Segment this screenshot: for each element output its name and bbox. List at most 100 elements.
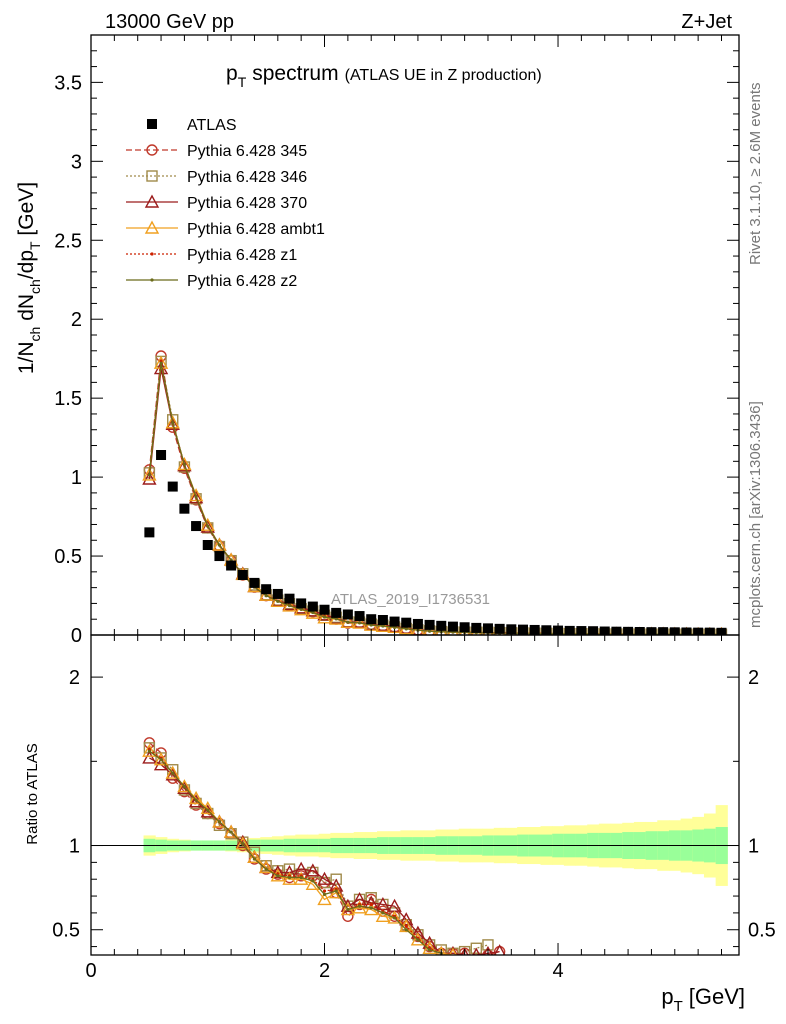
series-point-ratio [470, 942, 482, 954]
series-point-main [159, 361, 163, 365]
atlas-data-point [611, 626, 622, 635]
atlas-data-point [191, 521, 202, 532]
atlas-data-point [447, 621, 458, 632]
atlas-data-point [377, 615, 388, 625]
series-point-main [206, 524, 210, 528]
series-point-main [194, 495, 198, 499]
series-point-ratio [404, 924, 408, 928]
legend-marker [150, 278, 154, 282]
series-point-main [142, 467, 157, 481]
atlas-data-point [319, 604, 330, 615]
ratio-plot-frame [90, 634, 740, 956]
legend-marker [146, 144, 158, 156]
legend-marker [144, 220, 160, 234]
header-right: Z+Jet [681, 11, 732, 33]
ratio-y-tick-label: 0.5 [52, 920, 80, 942]
ratio-y-tick-label: 2 [69, 667, 80, 689]
series-point-main [334, 617, 338, 621]
atlas-data-point [518, 624, 528, 635]
series-point-ratio [182, 784, 187, 789]
series-point-ratio [159, 758, 163, 762]
legend-label-atlas: ATLAS [187, 117, 237, 134]
legend: ATLAS Pythia 6.428 345 Pythia 6.428 346 Pyt… [126, 117, 325, 290]
series-point-ratio [212, 814, 227, 828]
series-line-ratio [149, 750, 442, 954]
series-point-main [270, 593, 285, 608]
series-point-main [276, 599, 280, 603]
series-point-ratio [410, 932, 426, 946]
series-point-ratio [264, 867, 268, 871]
legend-label: Pythia 6.428 346 [187, 169, 307, 186]
series-point-ratio [229, 830, 233, 834]
atlas-data-point [272, 588, 283, 599]
x-tick-label: 4 [552, 960, 563, 982]
series-point-main [311, 610, 315, 615]
series-point-main [177, 457, 192, 471]
atlas-data-point [482, 623, 493, 634]
atlas-data-point [401, 617, 412, 628]
ratio-y-tick-label-right: 1 [748, 836, 759, 858]
atlas-data-point [296, 598, 307, 609]
series-point-ratio [427, 948, 432, 952]
legend-label: Pythia 6.428 z2 [187, 273, 297, 290]
series-point-ratio [171, 771, 175, 775]
series-point-ratio [177, 779, 192, 793]
atlas-data-point [354, 611, 365, 622]
series-point-ratio [375, 908, 391, 922]
atlas-data-point [342, 609, 353, 620]
series-point-ratio [217, 820, 222, 824]
series-point-ratio [142, 743, 157, 757]
atlas-data-point [156, 450, 167, 460]
series-point-ratio [311, 879, 315, 883]
atlas-data-point [214, 551, 225, 562]
atlas-data-point [634, 627, 645, 635]
series-point-ratio [322, 889, 327, 893]
series-point-main [171, 421, 175, 425]
series-point-ratio [357, 904, 362, 908]
atlas-data-point [237, 570, 248, 580]
atlas-data-point [261, 584, 272, 595]
legend-marker [150, 252, 154, 256]
series-point-ratio [317, 871, 332, 885]
y-tick-label: 1 [71, 467, 82, 489]
series-point-main [165, 415, 180, 429]
atlas-data-point [167, 481, 178, 492]
ratio-y-axis-label: Ratio to ATLAS [24, 743, 41, 844]
series-point-main [188, 490, 204, 504]
series-point-main [182, 462, 187, 467]
ratio-y-tick-label-right: 0.5 [748, 920, 776, 942]
series-point-main [258, 587, 274, 601]
series-point-ratio [225, 828, 237, 840]
series-point-ratio [305, 863, 321, 877]
legend-label: Pythia 6.428 ambt1 [187, 221, 325, 238]
atlas-data-point [588, 626, 599, 635]
series-point-main [165, 416, 180, 430]
atlas-data-point [179, 503, 190, 514]
x-axis-label: pT [GeV] [661, 984, 745, 1015]
series-point-ratio [342, 910, 354, 922]
series-point-ratio [387, 910, 402, 924]
series-point-main [369, 623, 373, 627]
series-point-ratio [330, 873, 342, 885]
y-tick-label: 2 [71, 309, 82, 331]
series-point-ratio [177, 780, 192, 794]
ratio-y-tick-label-right: 2 [748, 667, 759, 689]
series-point-main [142, 471, 157, 485]
y-tick-label: 2.5 [54, 230, 82, 252]
series-point-ratio [270, 868, 285, 882]
series-point-ratio [287, 875, 292, 880]
series-point-ratio [252, 857, 257, 861]
legend-label: Pythia 6.428 z1 [187, 247, 297, 264]
atlas-data-point [202, 540, 213, 550]
series-point-main [264, 594, 268, 598]
y-tick-label: 0 [71, 625, 82, 647]
series-point-main [427, 629, 432, 633]
series-point-ratio [142, 750, 157, 764]
series-point-ratio [147, 749, 151, 753]
plot-title: pT spectrum (ATLAS UE in Z production) [226, 62, 542, 90]
series-point-ratio [493, 944, 506, 955]
series-point-main [200, 519, 215, 533]
y-tick-label: 1.5 [54, 388, 82, 410]
series-point-main [346, 620, 350, 624]
series-point-ratio [270, 865, 285, 879]
